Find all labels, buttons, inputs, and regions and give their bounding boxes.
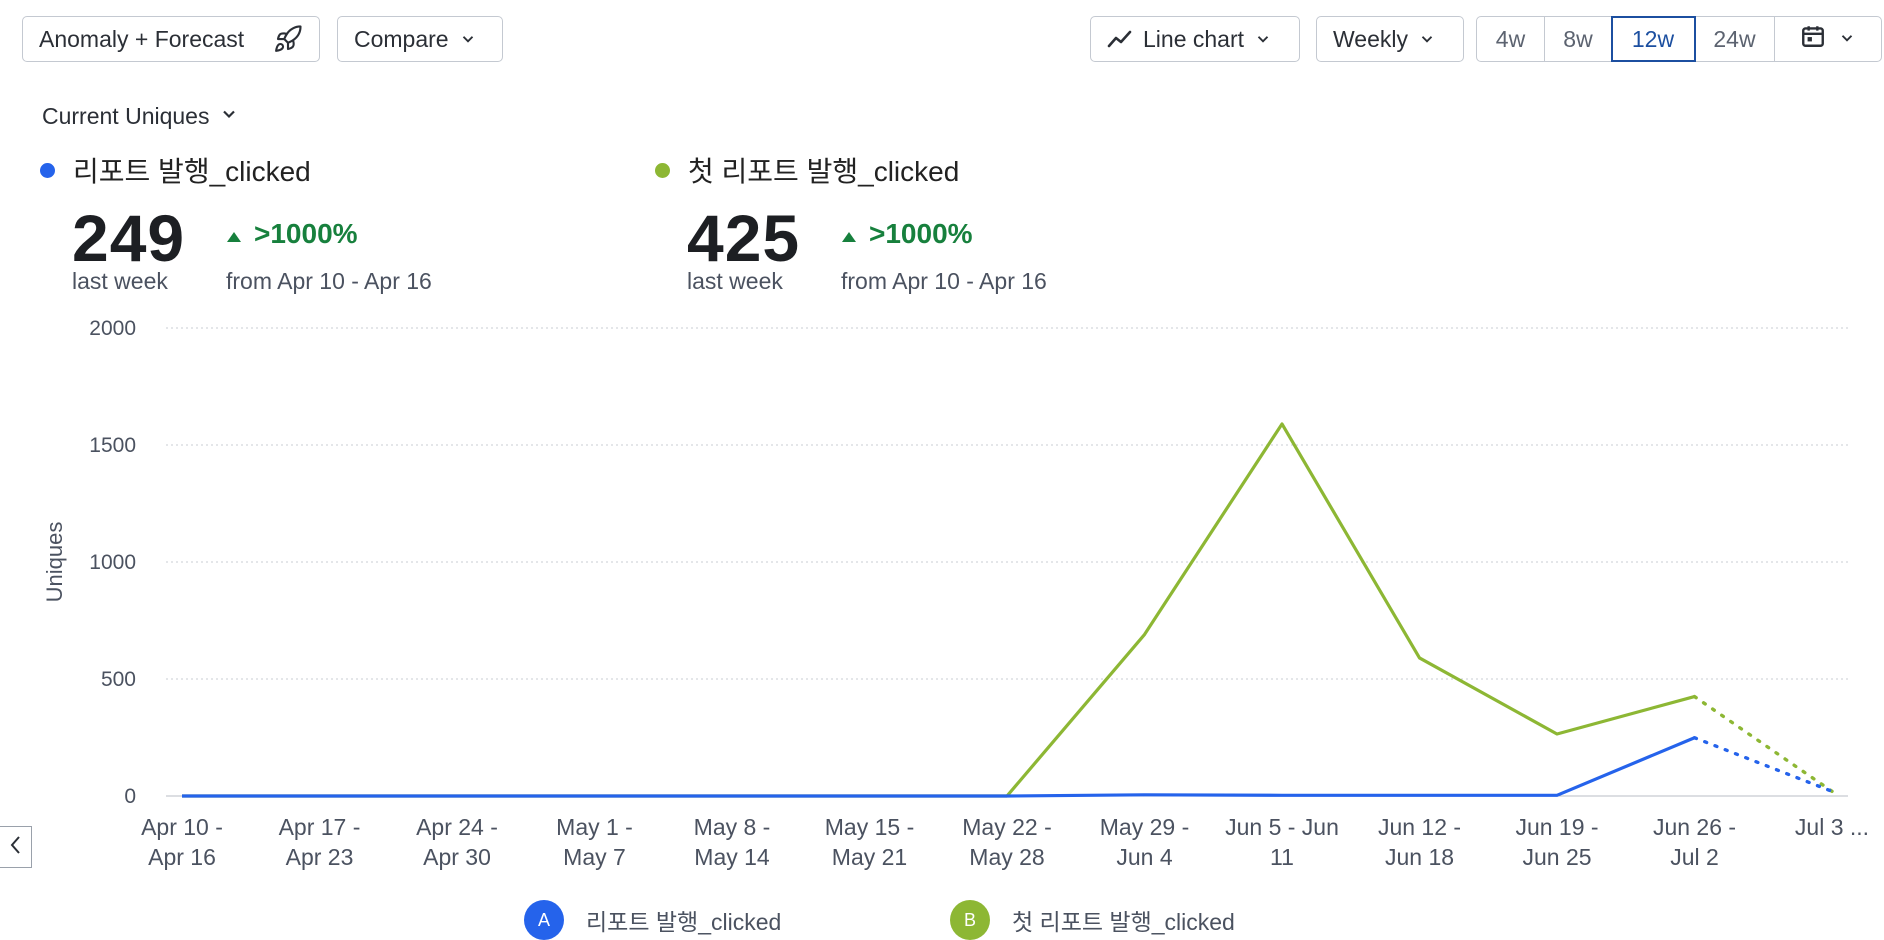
summary-series-b: 첫 리포트 발행_clicked 425 last week >1000% fr…: [655, 150, 1047, 294]
x-tick-label: May 22 -: [962, 814, 1051, 840]
calendar-icon: [1800, 23, 1826, 55]
x-tick-label: Jun 26 -: [1653, 814, 1736, 840]
x-tick-label: Jul 3 ...: [1795, 814, 1869, 840]
x-tick-label: Apr 30: [423, 844, 491, 870]
interval-label: Weekly: [1333, 25, 1408, 52]
metric-selector-label: Current Uniques: [42, 103, 210, 129]
date-range-picker[interactable]: [1775, 17, 1881, 61]
series-a-period: last week: [72, 268, 168, 294]
range-12w[interactable]: 12w: [1611, 16, 1696, 62]
x-tick-label: Apr 23: [286, 844, 354, 870]
x-tick-label: Jun 4: [1116, 844, 1172, 870]
y-tick-label: 2000: [89, 317, 136, 340]
y-tick-label: 1000: [89, 551, 136, 574]
collapse-panel-toggle[interactable]: [0, 826, 32, 868]
range-8w[interactable]: 8w: [1545, 17, 1612, 61]
x-tick-label: Jul 2: [1670, 844, 1719, 870]
series-line-a: [182, 736, 1696, 798]
forecast-line-b: [1692, 694, 1834, 794]
metric-selector[interactable]: Current Uniques: [42, 103, 239, 130]
y-tick-label: 0: [124, 785, 136, 808]
series-a-delta-value: >1000%: [254, 218, 358, 249]
x-tick-label: Apr 24 -: [416, 814, 498, 840]
compare-button[interactable]: Compare: [337, 16, 503, 62]
series-a-compare: from Apr 10 - Apr 16: [226, 268, 432, 294]
forecast-line-a: [1692, 736, 1834, 794]
chevron-down-icon: [1418, 30, 1436, 48]
rocket-icon: [273, 24, 303, 54]
x-tick-label: May 14: [694, 844, 770, 870]
x-tick-label: Apr 10 -: [141, 814, 223, 840]
legend-badge-b: B: [950, 900, 990, 940]
legend-label-a: 리포트 발행_clicked: [586, 909, 782, 935]
chart-type-label: Line chart: [1143, 25, 1245, 52]
triangle-up-icon: [841, 218, 857, 250]
x-tick-label: May 7: [563, 844, 626, 870]
y-tick-label: 1500: [89, 434, 136, 457]
y-tick-label: 500: [101, 668, 136, 691]
legend-item-a[interactable]: A 리포트 발행_clicked: [524, 900, 781, 940]
x-tick-label: Jun 12 -: [1378, 814, 1461, 840]
compare-label: Compare: [354, 25, 449, 52]
x-tick-label: Jun 5 - Jun: [1225, 814, 1339, 840]
chevron-down-icon: [219, 103, 239, 130]
x-tick-label: May 1 -: [556, 814, 633, 840]
x-tick-label: May 15 -: [825, 814, 914, 840]
x-tick-label: Apr 17 -: [279, 814, 361, 840]
legend-label-b: 첫 리포트 발행_clicked: [1012, 909, 1235, 935]
series-b-delta-value: >1000%: [869, 218, 973, 249]
series-b-compare: from Apr 10 - Apr 16: [841, 268, 1047, 294]
series-b-header: 첫 리포트 발행_clicked: [655, 150, 959, 190]
x-tick-label: May 21: [832, 844, 907, 870]
legend-item-b[interactable]: B 첫 리포트 발행_clicked: [950, 900, 1235, 940]
series-a-name: 리포트 발행_clicked: [73, 156, 311, 187]
series-a-header: 리포트 발행_clicked: [40, 150, 311, 190]
summary-series-a: 리포트 발행_clicked 249 last week >1000% from…: [40, 150, 432, 294]
range-selector: 4w 8w 12w 24w: [1476, 16, 1882, 62]
x-tick-label: Jun 18: [1385, 844, 1454, 870]
x-tick-label: 11: [1270, 844, 1294, 870]
series-a-value: 249: [72, 201, 186, 275]
chart-type-select[interactable]: Line chart: [1090, 16, 1300, 62]
interval-select[interactable]: Weekly: [1316, 16, 1464, 62]
x-tick-label: May 28: [969, 844, 1044, 870]
series-a-dot: [40, 162, 55, 178]
series-a-delta: >1000%: [226, 218, 358, 250]
line-chart-icon: [1107, 28, 1133, 50]
anomaly-forecast-label: Anomaly + Forecast: [39, 25, 245, 52]
series-line-b: [182, 422, 1695, 798]
chevron-down-icon: [1254, 30, 1272, 48]
series-b-name: 첫 리포트 발행_clicked: [688, 156, 960, 187]
anomaly-forecast-button[interactable]: Anomaly + Forecast: [22, 16, 320, 62]
chevron-left-icon: [8, 834, 24, 861]
series-b-dot: [655, 162, 670, 178]
x-tick-label: Apr 16: [148, 844, 216, 870]
x-tick-label: May 8 -: [694, 814, 771, 840]
chevron-down-icon: [1838, 26, 1856, 53]
legend-badge-a: A: [524, 900, 564, 940]
x-tick-label: Jun 25: [1522, 844, 1591, 870]
chevron-down-icon: [459, 30, 477, 48]
series-b-delta: >1000%: [841, 218, 973, 250]
range-24w[interactable]: 24w: [1695, 17, 1775, 61]
range-4w[interactable]: 4w: [1477, 17, 1545, 61]
x-tick-label: Jun 19 -: [1515, 814, 1598, 840]
x-tick-label: May 29 -: [1100, 814, 1189, 840]
y-axis-title: Uniques: [42, 522, 67, 603]
series-b-period: last week: [687, 268, 783, 294]
triangle-up-icon: [226, 218, 242, 250]
series-b-value: 425: [687, 201, 801, 275]
